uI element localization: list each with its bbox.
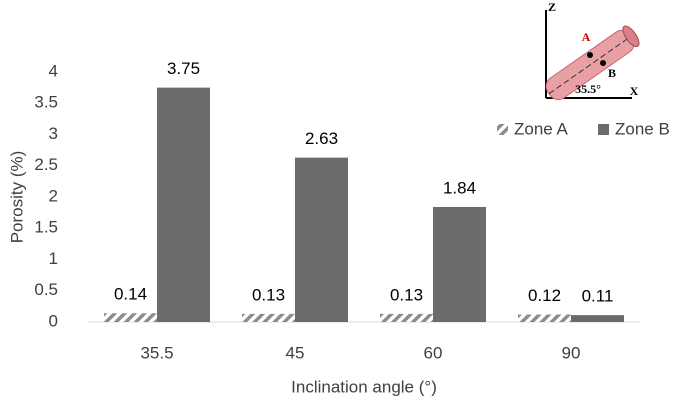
bar: [571, 315, 624, 322]
x-tick-label: 60: [424, 343, 443, 362]
bar: [242, 313, 295, 322]
inset-label: B: [608, 66, 616, 80]
legend-swatch: [497, 124, 508, 135]
data-label: 0.12: [528, 286, 561, 305]
y-tick-label: 3.5: [34, 93, 58, 112]
y-tick-label: 0: [49, 311, 58, 330]
data-label: 0.14: [114, 285, 147, 304]
legend-label: Zone B: [615, 119, 670, 138]
x-axis-label: Inclination angle (°): [291, 377, 437, 396]
inset-label: X: [630, 84, 639, 98]
inset-label: A: [582, 30, 591, 44]
y-tick-label: 2: [49, 186, 58, 205]
y-tick-label: 2.5: [34, 155, 58, 174]
data-label: 0.13: [390, 285, 423, 304]
data-label: 0.11: [582, 287, 614, 306]
y-tick-label: 3: [49, 124, 58, 143]
x-tick-label: 90: [562, 343, 581, 362]
data-label: 3.75: [167, 59, 200, 78]
bar: [380, 313, 433, 322]
y-axis-label: Porosity (%): [7, 151, 26, 244]
y-tick-label: 0.5: [34, 280, 58, 299]
y-tick-label: 4: [49, 61, 58, 80]
y-tick-label: 1.5: [34, 218, 58, 237]
data-label: 2.63: [305, 129, 338, 148]
bar: [518, 314, 571, 322]
inset-image: Z X A B 35.5°: [545, 0, 640, 101]
bar: [104, 313, 157, 322]
bar: [295, 157, 348, 322]
inset-label: 35.5°: [575, 82, 601, 96]
bar: [433, 207, 486, 322]
bar: [157, 87, 210, 322]
x-tick-label: 35.5: [140, 343, 173, 362]
data-label: 1.84: [443, 178, 476, 197]
y-tick-label: 1: [49, 249, 58, 268]
legend-swatch: [598, 124, 609, 135]
inset-label: Z: [548, 0, 556, 14]
legend-label: Zone A: [514, 119, 569, 138]
x-tick-label: 45: [286, 343, 305, 362]
data-label: 0.13: [252, 285, 285, 304]
